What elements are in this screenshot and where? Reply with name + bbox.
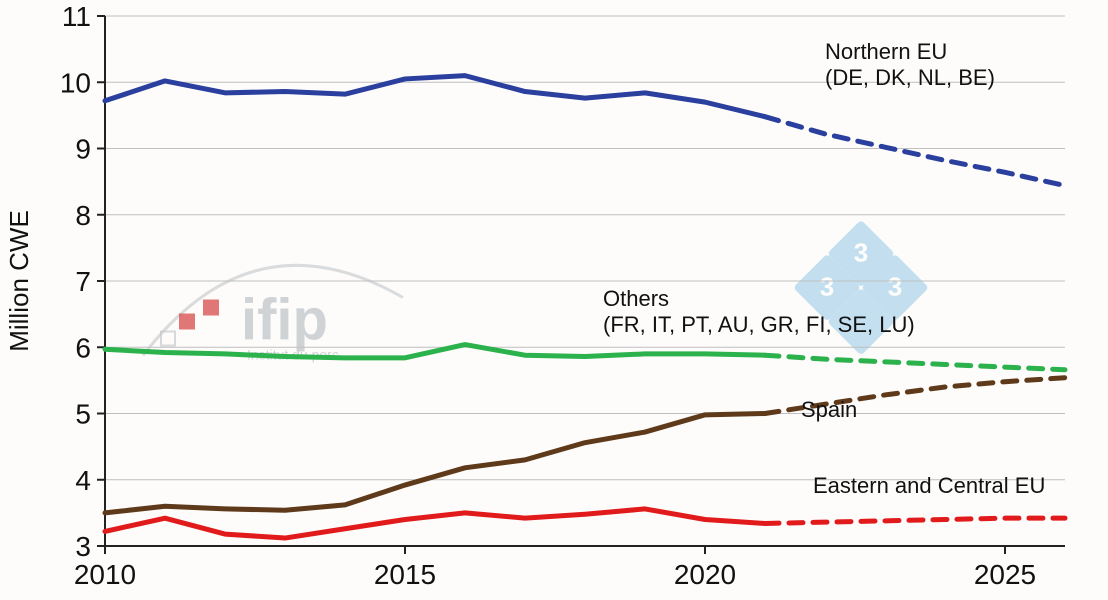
y-tick-label: 6 [75,332,91,363]
series-label-eastern: Eastern and Central EU [813,473,1045,498]
y-tick-label: 4 [75,465,91,496]
series-label-others: (FR, IT, PT, AU, GR, FI, SE, LU) [603,312,915,337]
y-tick-label: 9 [75,134,91,165]
svg-text:3: 3 [854,238,868,268]
x-tick-label: 2025 [974,559,1036,590]
svg-text:ifip: ifip [241,288,328,353]
series-label-northern: Northern EU [825,39,947,64]
svg-text:3: 3 [888,272,902,302]
y-tick-label: 5 [75,399,91,430]
x-tick-label: 2020 [674,559,736,590]
y-axis-label: Million CWE [4,210,34,352]
series-label-spain: Spain [801,397,857,422]
svg-text:3: 3 [820,272,834,302]
y-tick-label: 10 [60,67,91,98]
series-label-northern: (DE, DK, NL, BE) [825,65,995,90]
x-tick-label: 2015 [374,559,436,590]
y-tick-label: 8 [75,200,91,231]
y-tick-label: 11 [62,1,91,32]
line-chart: ifipInstitut du porc33334567891011201020… [0,0,1108,600]
y-tick-label: 3 [75,531,91,562]
series-label-others: Others [603,286,669,311]
y-tick-label: 7 [75,266,91,297]
x-tick-label: 2010 [74,559,136,590]
chart-container: ifipInstitut du porc33334567891011201020… [0,0,1108,600]
